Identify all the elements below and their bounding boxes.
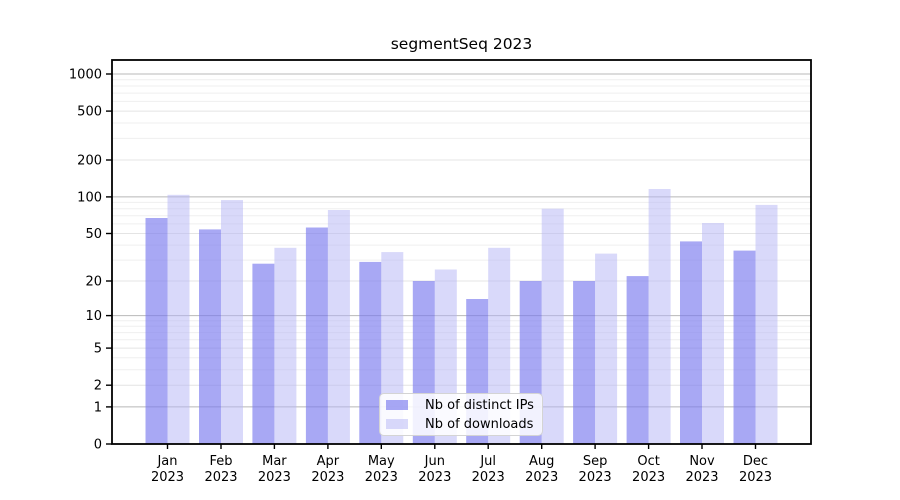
y-axis: 0 1 2 5 10 20 50 100 200 500 1000 bbox=[69, 68, 112, 453]
bar-nb-of-downloads-aug bbox=[541, 208, 564, 444]
x-tick-label-jun: Jun 2023 bbox=[418, 454, 451, 485]
bar-nb-of-downloads-oct bbox=[648, 189, 671, 444]
bar-nb-of-distinct-ips-oct bbox=[626, 276, 649, 444]
legend-label-downloads: Nb of downloads bbox=[425, 416, 534, 432]
bar-nb-of-distinct-ips-apr bbox=[305, 227, 328, 444]
x-tick-label-feb: Feb 2023 bbox=[204, 454, 237, 485]
y-tick-label: 20 bbox=[85, 275, 102, 290]
x-axis: Jan 2023 Feb 2023 Mar 2023 Apr 2023 May 2023 Jun 20… bbox=[151, 444, 772, 485]
y-tick-label: 200 bbox=[77, 154, 102, 169]
legend: Nb of distinct IPs Nb of downloads bbox=[379, 393, 543, 436]
x-tick-label-mar: Mar 2023 bbox=[258, 454, 291, 485]
y-tick-label: 100 bbox=[77, 190, 102, 205]
bar-nb-of-downloads-mar bbox=[274, 247, 297, 444]
y-tick-label: 5 bbox=[94, 342, 102, 357]
plot-border bbox=[111, 59, 812, 445]
bar-nb-of-distinct-ips-sep bbox=[573, 281, 596, 444]
bar-nb-of-distinct-ips-jan bbox=[145, 218, 168, 444]
bar-nb-of-downloads-nov bbox=[702, 223, 724, 444]
x-tick-label-nov: Nov 2023 bbox=[685, 454, 718, 485]
y-tick-label: 1000 bbox=[69, 68, 102, 83]
legend-row-distinct-ips: Nb of distinct IPs bbox=[386, 396, 542, 414]
x-tick-label-dec: Dec 2023 bbox=[739, 454, 772, 485]
x-tick-label-sep: Sep 2023 bbox=[579, 454, 612, 485]
x-tick-label-may: May 2023 bbox=[365, 454, 398, 485]
legend-swatch-downloads bbox=[386, 419, 408, 429]
y-tick-label: 1 bbox=[94, 400, 102, 415]
y-tick-label: 500 bbox=[77, 105, 102, 120]
bar-nb-of-downloads-jan bbox=[167, 194, 190, 444]
x-tick-label-oct: Oct 2023 bbox=[632, 454, 665, 485]
y-tick-label: 50 bbox=[85, 227, 102, 242]
chart-title: segmentSeq 2023 bbox=[390, 35, 533, 53]
legend-label-distinct-ips: Nb of distinct IPs bbox=[425, 397, 534, 413]
y-tick-label: 10 bbox=[85, 309, 102, 324]
x-tick-label-jan: Jan 2023 bbox=[151, 454, 184, 485]
bar-nb-of-downloads-sep bbox=[595, 253, 618, 444]
x-tick-label-aug: Aug 2023 bbox=[525, 454, 558, 485]
legend-swatch-distinct-ips bbox=[386, 400, 408, 410]
legend-row-downloads: Nb of downloads bbox=[386, 415, 542, 433]
x-tick-label-jul: Jul 2023 bbox=[472, 454, 505, 485]
y-tick-label: 2 bbox=[94, 379, 102, 394]
x-tick-label-apr: Apr 2023 bbox=[311, 454, 344, 485]
y-tick-label: 0 bbox=[94, 438, 102, 453]
bar-nb-of-downloads-apr bbox=[327, 210, 350, 444]
bar-nb-of-distinct-ips-may bbox=[359, 261, 382, 444]
bar-nb-of-distinct-ips-nov bbox=[680, 241, 702, 444]
bar-nb-of-distinct-ips-dec bbox=[733, 250, 756, 444]
bar-nb-of-downloads-feb bbox=[221, 200, 243, 444]
bar-nb-of-downloads-dec bbox=[755, 204, 778, 444]
bar-nb-of-distinct-ips-feb bbox=[199, 229, 221, 444]
bar-nb-of-distinct-ips-mar bbox=[252, 263, 275, 444]
